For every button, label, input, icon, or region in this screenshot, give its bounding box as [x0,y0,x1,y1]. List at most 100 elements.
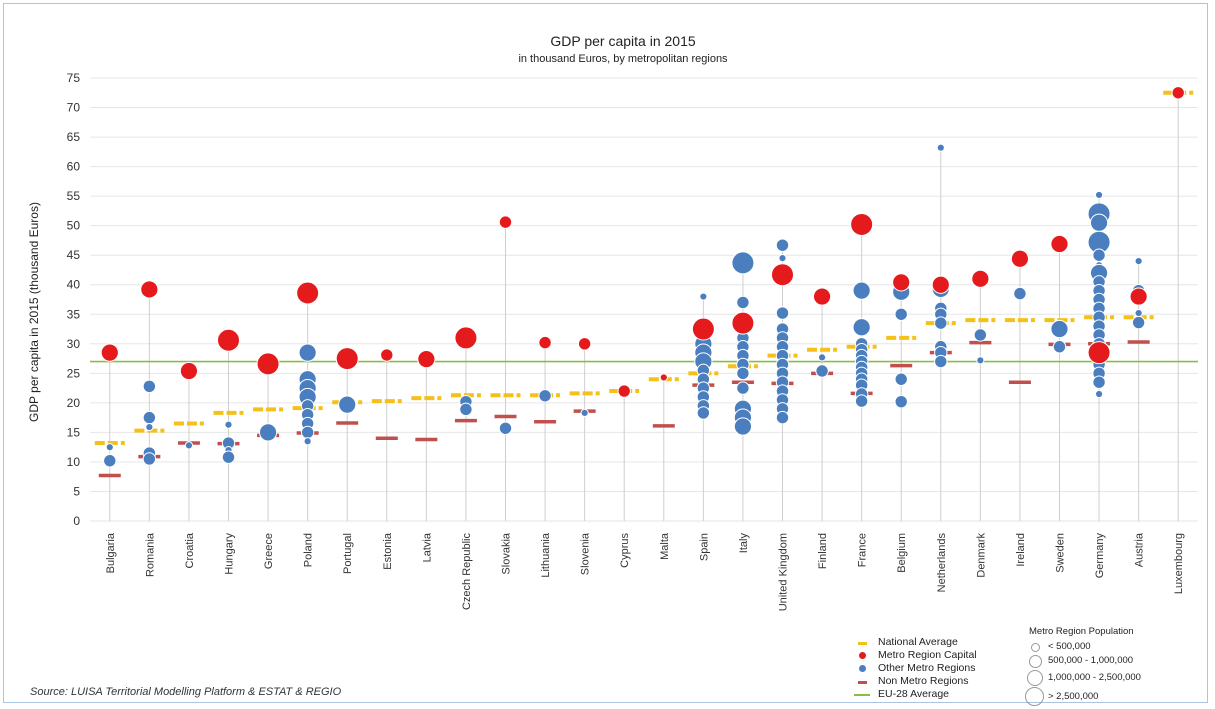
x-tick-label: Romania [144,532,156,577]
other-metro-marker [303,437,312,446]
capital-marker [335,347,359,371]
chart-title: GDP per capita in 2015 [550,33,695,49]
capital-marker [1129,287,1148,306]
x-tick-label: Estonia [382,532,394,570]
y-tick-labels: 0 5 10 15 20 25 30 35 40 45 50 55 60 65 70 75 [67,71,81,528]
population-legend: Metro Region Population < 500,000 500,00… [1020,626,1195,708]
other-metro-marker [1131,315,1146,330]
non-metro-swatch [858,681,867,684]
other-metro-marker [1092,248,1106,262]
other-metro-marker [936,143,945,152]
other-metro-marker [1134,308,1143,318]
other-metro-marker [459,402,473,417]
capital-marker [1050,234,1069,254]
size-label: > 2,500,000 [1048,691,1099,702]
series-legend: National Average Metro Region Capital Ot… [854,636,1008,706]
other-metro-marker [338,395,357,414]
other-metro-marker [221,450,236,464]
size-label: < 500,000 [1048,641,1091,652]
x-tick-label: Czech Republic [461,533,473,611]
capital-marker [731,311,755,335]
capital-marker [931,275,950,294]
x-tick-label: Italy [738,533,750,554]
other-metro-marker [699,292,708,301]
capital-marker [417,350,436,369]
capital-marker [850,212,874,236]
other-metro-marker [298,343,317,362]
y-tick-label: 65 [67,130,81,144]
legend-label: Metro Region Capital [878,649,977,661]
capital-marker [100,343,119,362]
x-tick-label: Belgium [896,533,908,573]
other-metro-marker [731,251,755,275]
other-metro-marker [775,238,790,252]
other-metro-marker [1052,340,1067,354]
x-tick-label: Poland [303,533,315,567]
other-metro-marker [258,423,278,442]
y-tick-label: 15 [67,425,81,439]
x-tick-label: Slovakia [501,532,513,574]
other-metro-marker [852,281,871,300]
legend-label: National Average [878,636,958,648]
gdp-chart: GDP per capita in 2015 in thousand Euros… [27,33,1198,611]
other-metro-marker [142,452,157,466]
size-label: 500,000 - 1,000,000 [1048,655,1134,666]
other-metro-marker [145,422,154,432]
other-metro-marker [498,421,513,435]
x-tick-label: Hungary [224,533,236,575]
capital-marker [812,287,832,306]
x-tick-labels: Bulgaria Romania Croatia Hungary Greece Polan… [105,532,1185,611]
other-metro-marker [1134,257,1143,266]
other-metro-marker [894,372,908,386]
y-tick-label: 40 [67,278,81,292]
capital-marker [1087,341,1111,365]
capital-marker [577,337,592,351]
x-tick-label: Greece [263,533,275,569]
legend-label: EU-28 Average [878,688,950,700]
other-metro-marker [1094,190,1104,200]
y-tick-label: 60 [67,160,81,174]
other-metro-marker [696,406,711,420]
y-tick-label: 0 [73,514,80,528]
other-metro-marker [580,408,589,418]
national-average-swatch [858,642,867,645]
other-metro-marker [142,410,157,425]
other-metro-marker [105,443,114,452]
capital-marker [892,273,911,292]
y-axis-label: GDP per capita in 2015 (thousand Euros) [27,202,41,422]
capital-marker [179,361,199,381]
capital-marker [691,317,715,341]
x-tick-label: Spain [698,533,710,561]
other-metro-marker [976,356,985,365]
other-metro-marker [852,318,871,337]
y-tick-label: 55 [67,189,81,203]
x-tick-label: Sweden [1055,533,1067,573]
capital-markers [100,86,1185,398]
other-metro-marker [184,441,194,450]
size-label: 1,000,000 - 2,500,000 [1048,672,1141,683]
other-metro-marker [736,295,750,310]
y-tick-label: 10 [67,455,81,469]
capital-marker [659,373,668,382]
population-legend-title: Metro Region Population [1029,626,1134,637]
y-tick-label: 20 [67,396,81,410]
x-tick-label: Luxembourg [1173,533,1185,594]
x-tick-label: Portugal [342,533,354,574]
other-metro-marker [817,353,827,362]
capital-marker [971,269,990,288]
stems [109,92,1179,521]
x-tick-label: Lithuania [540,532,552,578]
other-metro-marker [775,410,790,425]
other-metro-marker [300,425,315,440]
other-metro-marker [1089,213,1109,232]
other-metro-marker [733,417,753,436]
x-tick-label: Cyprus [619,533,631,568]
capital-marker [217,328,240,352]
chart-frame [3,3,1208,703]
x-tick-label: Finland [817,533,829,569]
capital-marker [498,215,513,229]
x-tick-label: Slovenia [580,532,592,575]
other-metro-marker [736,366,750,381]
chart-subtitle: in thousand Euros, by metropolitan regio… [518,53,728,65]
size-circle-icon [1027,670,1043,686]
